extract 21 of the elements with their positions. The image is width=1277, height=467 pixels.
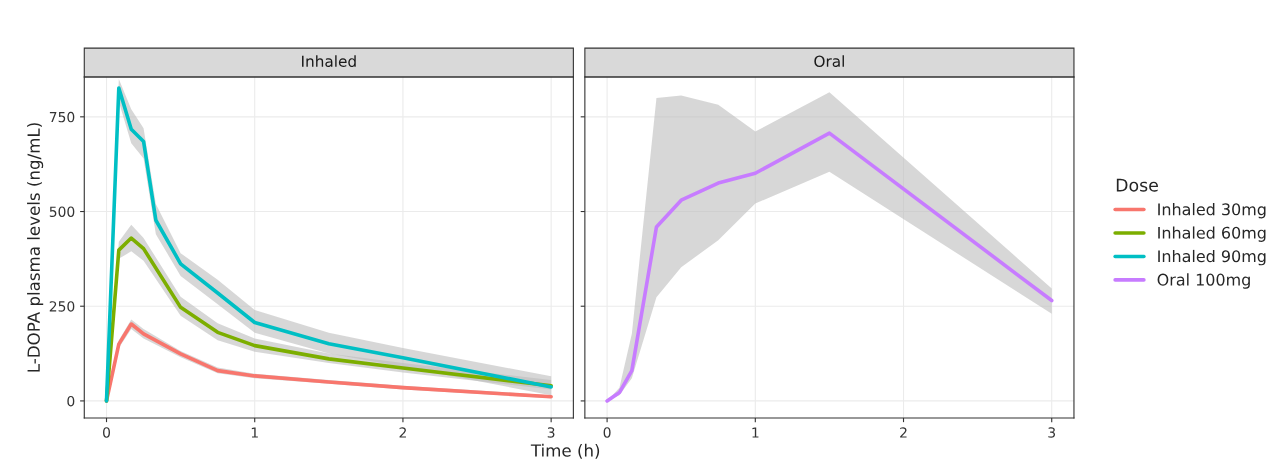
legend-title: Dose: [1116, 178, 1158, 192]
y-tick-label: 250: [49, 301, 75, 312]
x-tick-label: 2: [399, 427, 406, 438]
x-tick-label: 1: [251, 427, 258, 438]
y-tick-label: 750: [49, 111, 75, 123]
legend-label: Inhaled 90mg: [1158, 249, 1266, 266]
x-tick-label: 3: [1048, 427, 1056, 438]
x-axis-title: Time (h): [530, 443, 600, 459]
legend-label: Oral 100mg: [1157, 273, 1250, 289]
y-tick-label: 0: [67, 395, 75, 407]
x-tick-label: 0: [603, 427, 611, 438]
chart-title: Inhaled: [302, 55, 356, 67]
y-axis-title: L-DOPA plasma levels (ng/mL): [27, 123, 44, 372]
x-tick-label: 0: [103, 427, 111, 438]
x-tick-label: 1: [752, 427, 759, 438]
chart-title: Oral: [814, 55, 844, 67]
y-tick-label: 500: [49, 206, 75, 217]
x-tick-label: 2: [900, 427, 907, 438]
legend-label: Inhaled 60mg: [1158, 226, 1266, 242]
legend-label: Inhaled 30mg: [1158, 203, 1266, 219]
x-tick-label: 3: [547, 427, 555, 438]
